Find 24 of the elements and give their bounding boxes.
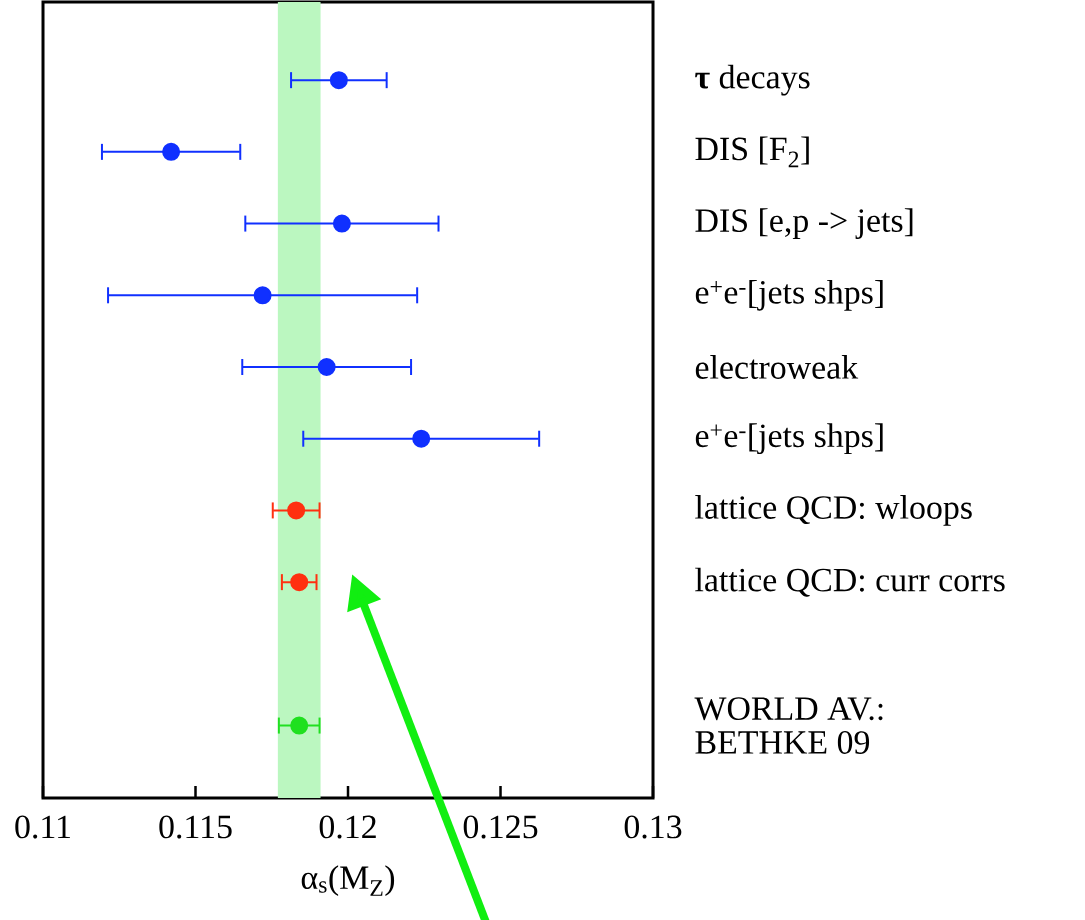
y-tick-label: e$^{+}$e$^{-}$[jets shps] (695, 423, 883, 455)
y-tick-label: DIS [e,p -> jets] (695, 208, 913, 239)
point (317, 358, 336, 377)
point (290, 573, 309, 592)
y-tick-label: τ decays (695, 64, 810, 96)
x-tick-label: 0.11 (15, 815, 70, 839)
point (412, 429, 431, 448)
point (253, 286, 272, 305)
y-tick-label: electroweak (695, 355, 859, 379)
point (332, 214, 351, 233)
point (162, 142, 181, 161)
x-tick-label: 0.12 (319, 815, 376, 839)
x-axis-title: α$_{s}$(M$_{Z}$) (301, 865, 395, 896)
y-tick-label: DIS [F$_{2}$] (695, 136, 809, 168)
y-tick-label: e$^{+}$e$^{-}$[jets shps] (695, 279, 883, 311)
y-tick-label: lattice QCD: wloops (695, 495, 972, 526)
x-tick-label: 0.115 (159, 815, 232, 839)
y-tick-label: WORLD AV.: BETHKE 09 (694, 697, 883, 754)
y-tick-label: lattice QCD: curr corrs (695, 567, 1005, 597)
point (290, 716, 309, 735)
point (329, 71, 348, 90)
point (287, 501, 306, 520)
x-tick-label: 0.125 (463, 815, 538, 839)
x-tick-label: 0.13 (624, 815, 682, 839)
